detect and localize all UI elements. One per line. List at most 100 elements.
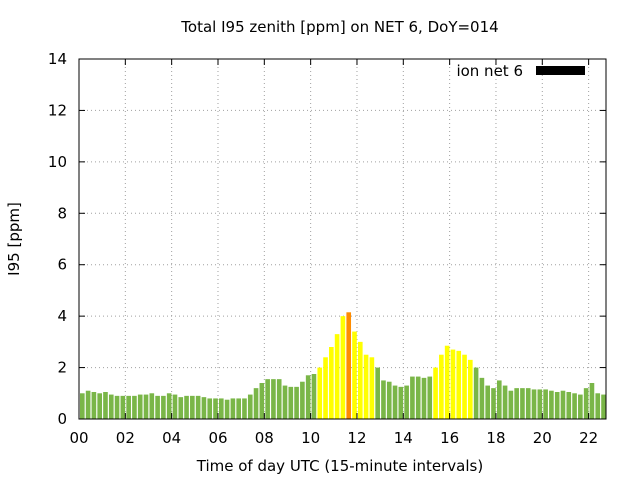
bar <box>108 394 114 419</box>
bar <box>201 397 207 419</box>
y-tick-label: 0 <box>57 410 67 428</box>
y-tick-label: 6 <box>57 256 67 274</box>
x-tick-label: 22 <box>579 429 598 447</box>
x-axis-label: Time of day UTC (15-minute intervals) <box>196 457 483 475</box>
bar <box>456 350 462 419</box>
bar <box>323 357 328 419</box>
bar <box>247 394 253 419</box>
bar <box>433 367 438 419</box>
legend-swatch <box>536 66 585 75</box>
bar <box>242 398 247 419</box>
x-tick-label: 08 <box>255 429 274 447</box>
bar <box>97 393 102 419</box>
bar <box>207 398 213 419</box>
bar <box>282 385 288 419</box>
x-tick-label: 04 <box>162 429 181 447</box>
bar <box>120 395 126 419</box>
bar <box>468 359 473 419</box>
bar <box>80 393 85 419</box>
bar <box>491 388 496 419</box>
x-tick-label: 12 <box>347 429 366 447</box>
x-tick-label: 00 <box>69 429 88 447</box>
bar <box>485 385 491 419</box>
bar <box>85 390 91 419</box>
bar <box>218 398 224 419</box>
x-tick-label: 16 <box>440 429 459 447</box>
y-tick-label: 12 <box>48 101 67 119</box>
bar <box>161 395 166 419</box>
x-tick-label: 20 <box>533 429 552 447</box>
bar <box>450 349 456 419</box>
bar <box>462 354 467 419</box>
bar <box>190 395 195 419</box>
bar <box>363 354 369 419</box>
bar <box>103 392 108 419</box>
x-tick-label: 10 <box>301 429 320 447</box>
bar <box>329 347 334 419</box>
bar <box>537 389 543 419</box>
bar <box>421 377 427 419</box>
bar <box>404 385 409 419</box>
bar <box>311 374 317 419</box>
bar <box>276 379 282 419</box>
bar <box>195 395 201 419</box>
bar <box>184 395 189 419</box>
bar <box>224 399 230 419</box>
bar <box>300 381 305 419</box>
bar <box>572 393 577 419</box>
bar <box>305 375 311 419</box>
bar <box>259 383 265 419</box>
y-tick-label: 4 <box>57 307 67 325</box>
bar <box>172 394 178 419</box>
bars <box>80 312 606 419</box>
bar <box>525 388 531 419</box>
bar <box>155 395 160 419</box>
bar <box>415 376 421 419</box>
bar <box>253 388 259 419</box>
bar <box>473 367 479 419</box>
bar <box>352 331 357 419</box>
chart-title: Total I95 zenith [ppm] on NET 6, DoY=014 <box>180 18 498 36</box>
bar <box>496 380 502 419</box>
bar <box>288 386 294 419</box>
bar <box>236 398 241 419</box>
bar <box>230 398 236 419</box>
bar <box>375 367 380 419</box>
bar <box>357 341 363 419</box>
bar <box>508 390 514 419</box>
bar <box>479 377 485 419</box>
y-tick-label: 14 <box>48 50 67 68</box>
bar <box>514 388 519 419</box>
bar <box>589 383 595 419</box>
bar <box>132 395 137 419</box>
x-tick-label: 02 <box>116 429 135 447</box>
bar <box>578 394 583 419</box>
bar <box>410 376 415 419</box>
bar <box>554 392 560 419</box>
bar <box>369 357 375 419</box>
bar <box>166 393 172 419</box>
y-tick-label: 8 <box>57 204 67 222</box>
grid-lines <box>79 59 606 419</box>
bar <box>566 392 572 419</box>
bar <box>392 385 398 419</box>
bar <box>114 395 120 419</box>
bar <box>520 388 525 419</box>
bar <box>502 385 508 419</box>
bar <box>91 392 97 419</box>
plot-frame <box>78 58 607 420</box>
bar <box>213 398 218 419</box>
legend: ion net 6 <box>456 62 585 80</box>
bar <box>549 390 554 419</box>
bar <box>317 367 323 419</box>
bar <box>294 386 299 419</box>
bar <box>265 379 270 419</box>
bar <box>126 395 131 419</box>
bar <box>595 393 601 419</box>
bar <box>543 389 548 419</box>
bar <box>583 388 589 419</box>
bar <box>143 394 149 419</box>
y-tick-label: 2 <box>57 359 67 377</box>
